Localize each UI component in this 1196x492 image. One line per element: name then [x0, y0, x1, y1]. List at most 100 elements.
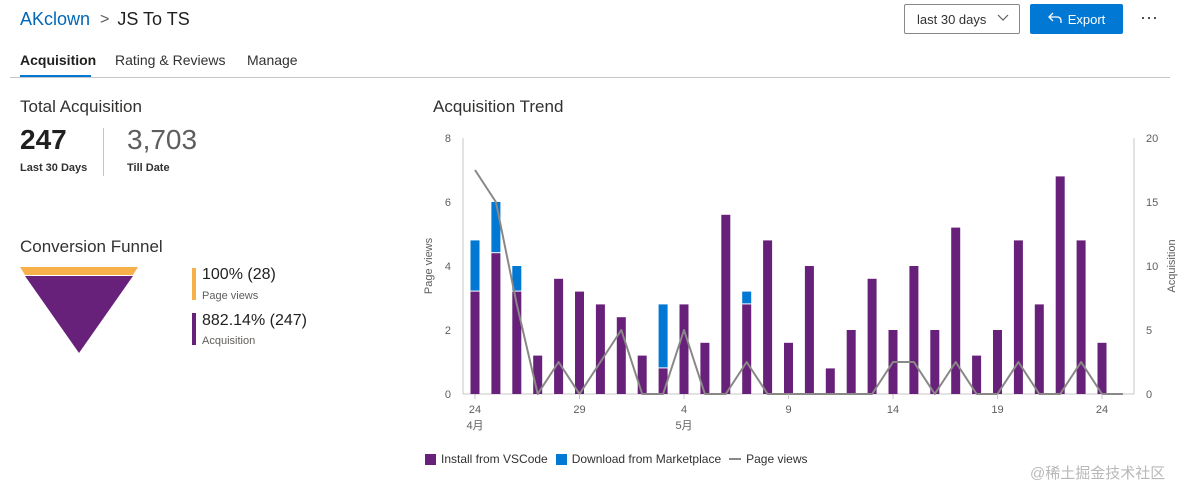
bar-install: [700, 342, 710, 394]
total-acquisition-title: Total Acquisition: [20, 97, 142, 116]
y2-tick-label: 15: [1146, 197, 1158, 209]
y-tick-label: 2: [445, 325, 451, 337]
x-tick-label: 24: [1096, 404, 1108, 416]
chevron-down-icon: [997, 11, 1009, 26]
tabs-divider: [10, 77, 1170, 78]
bar-install: [1034, 304, 1044, 394]
bar-install: [512, 291, 522, 394]
share-arrow-icon: [1047, 12, 1062, 27]
last-30-days-value: 247: [20, 124, 67, 155]
y2-tick-label: 20: [1146, 133, 1158, 145]
tab-rating-reviews[interactable]: Rating & Reviews: [115, 52, 226, 68]
bar-download: [491, 202, 501, 253]
legend-pageviews[interactable]: Page views: [729, 452, 808, 466]
bar-install: [1076, 240, 1086, 394]
bar-download: [658, 304, 668, 368]
bar-install: [846, 330, 856, 394]
y-axis-title: Page views: [423, 237, 435, 294]
bar-install: [554, 278, 564, 394]
acquisition-trend-title: Acquisition Trend: [433, 97, 564, 116]
export-button[interactable]: Export: [1030, 4, 1123, 34]
x-tick-month-label: 5月: [675, 420, 692, 432]
bar-install: [679, 304, 689, 394]
bar-install: [658, 368, 668, 394]
legend-download-swatch: [555, 453, 567, 465]
x-tick-label: 24: [469, 404, 481, 416]
legend-download[interactable]: Download from Marketplace: [555, 452, 722, 466]
bar-install: [909, 266, 919, 394]
x-tick-label: 9: [785, 404, 791, 416]
bar-install: [637, 355, 647, 394]
bar-install: [721, 214, 731, 394]
bar-download: [512, 266, 522, 291]
funnel-graphic: [20, 267, 138, 353]
conversion-funnel-title: Conversion Funnel: [20, 237, 163, 256]
bar-install: [804, 266, 814, 394]
bar-install: [616, 317, 626, 394]
funnel-acquisition-label: Acquisition: [202, 335, 256, 347]
bar-install: [533, 355, 543, 394]
watermark: @稀土掘金技术社区: [1030, 465, 1166, 482]
breadcrumb: AKclown > JS To TS: [20, 9, 190, 30]
funnel-acquisition-swatch: [192, 313, 196, 345]
date-range-dropdown[interactable]: last 30 days: [904, 4, 1020, 34]
legend-pageviews-label: Page views: [746, 452, 808, 466]
till-date-value: 3,703: [127, 124, 198, 155]
tab-manage[interactable]: Manage: [247, 52, 298, 68]
y2-tick-label: 0: [1146, 389, 1152, 401]
y2-tick-label: 10: [1146, 261, 1158, 273]
chevron-right-icon: >: [100, 10, 110, 28]
bar-install: [595, 304, 605, 394]
bar-install: [993, 330, 1002, 394]
bar-install: [972, 355, 982, 394]
y-tick-label: 8: [445, 133, 451, 145]
bar-install: [575, 291, 584, 394]
bar-install: [867, 278, 877, 394]
metric-divider: [103, 128, 104, 176]
page-title: JS To TS: [117, 9, 190, 29]
legend-download-label: Download from Marketplace: [571, 452, 722, 466]
x-tick-label: 4: [681, 404, 687, 416]
bar-install: [491, 253, 501, 394]
bar-download: [470, 240, 480, 291]
chart-legend: Install from VSCode Download from Market…: [425, 452, 816, 466]
bar-install: [1013, 240, 1023, 394]
last-30-days-label: Last 30 Days: [20, 162, 88, 174]
bar-download: [742, 291, 752, 304]
more-options-icon[interactable]: ···: [1140, 7, 1158, 27]
legend-install-label: Install from VSCode: [441, 452, 548, 466]
funnel-page-views-swatch: [192, 268, 196, 300]
breadcrumb-publisher-link[interactable]: AKclown: [20, 9, 91, 29]
till-date-label: Till Date: [127, 162, 170, 174]
funnel-acquisition-value: 882.14% (247): [202, 312, 307, 329]
active-tab-indicator: [20, 75, 91, 77]
y2-axis-title: Acquisition: [1166, 239, 1178, 292]
bar-install: [825, 368, 835, 394]
bar-install: [951, 227, 961, 394]
bar-install: [742, 304, 752, 394]
funnel-page-views-band: [20, 267, 138, 275]
bar-install: [1097, 342, 1107, 394]
y-tick-label: 0: [445, 389, 451, 401]
legend-install[interactable]: Install from VSCode: [425, 452, 548, 466]
legend-pageviews-swatch: [729, 458, 742, 460]
x-tick-label: 29: [573, 404, 585, 416]
bar-install: [784, 342, 793, 394]
legend-install-swatch: [425, 453, 436, 465]
date-range-value: last 30 days: [917, 11, 987, 27]
x-tick-label: 14: [887, 404, 899, 416]
x-tick-month-label: 4月: [466, 420, 483, 432]
page-views-line: [474, 169, 1123, 395]
funnel-acquisition-band: [25, 276, 133, 353]
funnel-page-views-label: Page views: [202, 290, 259, 302]
bar-install: [1055, 176, 1065, 394]
y2-tick-label: 5: [1146, 325, 1152, 337]
y-tick-label: 6: [445, 197, 451, 209]
tab-acquisition[interactable]: Acquisition: [20, 52, 97, 68]
bar-install: [470, 291, 480, 394]
bar-install: [763, 240, 773, 394]
y-tick-label: 4: [445, 261, 451, 273]
bar-install: [930, 330, 940, 394]
export-label: Export: [1067, 11, 1106, 27]
